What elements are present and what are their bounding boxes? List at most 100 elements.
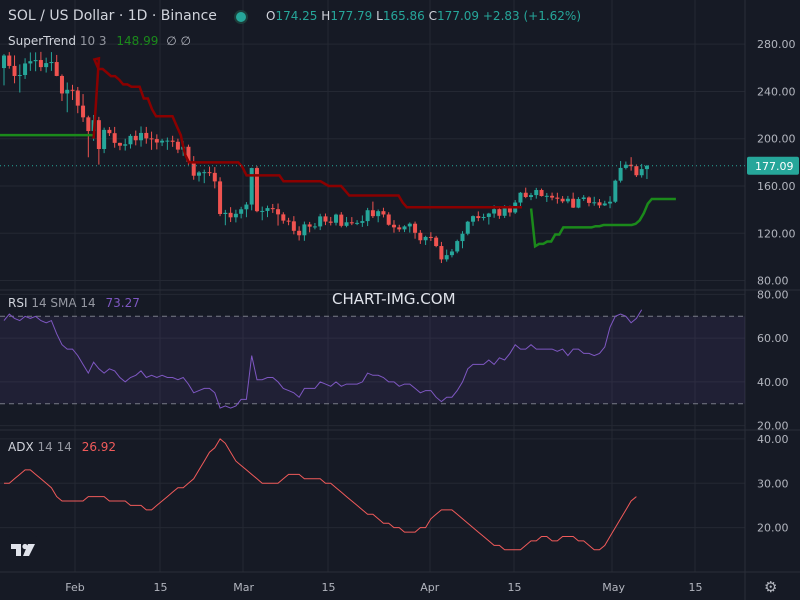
candle-body-49 xyxy=(260,210,265,212)
candle-body-94 xyxy=(497,209,502,216)
symbol-title: SOL / US Dollar · 1D · Binance xyxy=(8,8,217,24)
candle-body-47 xyxy=(249,168,254,205)
candle-body-40 xyxy=(212,172,217,182)
candle-body-6 xyxy=(33,60,38,62)
rsi-tick-label-3: 20.00 xyxy=(757,420,789,433)
candle-body-116 xyxy=(613,180,618,202)
adx-params: 14 14 xyxy=(37,440,72,454)
candle-body-83 xyxy=(439,246,444,260)
adx-tick-label-1: 30.00 xyxy=(757,477,789,490)
rsi-value: 73.27 xyxy=(105,296,140,310)
rsi-band xyxy=(0,316,745,404)
rsi-legend[interactable]: RSI 14 SMA 14 73.27 xyxy=(8,296,140,310)
candle-body-118 xyxy=(623,164,628,168)
candle-body-113 xyxy=(597,202,602,206)
candle-body-44 xyxy=(233,213,238,218)
candle-body-58 xyxy=(307,224,312,227)
candle-body-120 xyxy=(634,166,639,176)
candle-body-76 xyxy=(402,226,407,230)
candle-body-22 xyxy=(117,142,122,146)
candle-body-112 xyxy=(592,202,597,204)
candle-body-106 xyxy=(560,198,565,202)
candle-body-38 xyxy=(202,172,207,174)
candle-body-67 xyxy=(355,222,360,224)
candle-body-51 xyxy=(270,208,275,210)
candle-body-78 xyxy=(413,223,418,233)
change-value: +2.83 (+1.62%) xyxy=(482,9,582,23)
candle-body-26 xyxy=(139,132,144,141)
close-value: 177.09 xyxy=(437,9,480,23)
high-label: H xyxy=(321,9,331,23)
candle-body-41 xyxy=(218,181,223,215)
candle-body-39 xyxy=(207,172,212,174)
candle-body-35 xyxy=(186,146,191,162)
candle-body-92 xyxy=(486,213,491,217)
candle-body-119 xyxy=(629,164,634,167)
date-tick-label-5: 15 xyxy=(508,581,522,594)
candle-body-0 xyxy=(2,55,6,69)
date-tick-label-7: 15 xyxy=(689,581,703,594)
candle-body-111 xyxy=(586,197,591,203)
candle-body-61 xyxy=(323,216,328,222)
ohlc-legend: O174.25 H177.79 L165.86 C177.09 +2.83 (+… xyxy=(266,9,581,23)
candle-body-115 xyxy=(608,201,613,204)
candle-body-96 xyxy=(507,206,512,213)
rsi-params: 14 SMA 14 xyxy=(31,296,96,310)
candle-body-86 xyxy=(455,241,460,252)
candle-body-73 xyxy=(386,214,391,225)
rsi-label: RSI xyxy=(8,296,28,310)
supertrend-na-2: ∅ xyxy=(180,34,191,48)
candle-body-28 xyxy=(149,138,154,140)
candle-body-57 xyxy=(302,224,307,236)
supertrend-na-1: ∅ xyxy=(166,34,177,48)
date-tick-label-2: Mar xyxy=(233,581,254,594)
candle-body-63 xyxy=(334,214,339,223)
candle-body-16 xyxy=(86,117,91,132)
candle-body-18 xyxy=(96,120,101,150)
candle-body-72 xyxy=(381,211,386,215)
candle-body-109 xyxy=(576,199,581,208)
candle-body-48 xyxy=(254,168,259,212)
candle-body-43 xyxy=(228,212,233,218)
candle-body-29 xyxy=(154,139,159,143)
candle-body-108 xyxy=(571,198,576,208)
adx-legend[interactable]: ADX 14 14 26.92 xyxy=(8,440,116,454)
price-tick-label-5: 80.00 xyxy=(757,275,789,288)
adx-tick-label-0: 40.00 xyxy=(757,433,789,446)
date-tick-label-0: Feb xyxy=(65,581,84,594)
candle-body-110 xyxy=(581,197,586,199)
adx-tick-label-2: 20.00 xyxy=(757,522,789,535)
candle-body-54 xyxy=(286,220,291,222)
date-tick-label-4: Apr xyxy=(420,581,440,594)
candle-body-89 xyxy=(471,216,476,222)
low-value: 165.86 xyxy=(382,9,425,23)
candle-body-122 xyxy=(644,165,649,170)
candle-body-2 xyxy=(12,65,17,76)
candle-body-1 xyxy=(7,55,12,66)
candle-body-53 xyxy=(281,214,286,221)
candle-body-117 xyxy=(618,167,623,181)
candle-body-31 xyxy=(165,140,170,142)
price-tick-label-1: 240.00 xyxy=(757,85,796,98)
candle-body-37 xyxy=(196,172,201,176)
candle-body-74 xyxy=(391,224,396,228)
candle-body-27 xyxy=(144,132,149,139)
last-price-tag-bg xyxy=(747,156,799,175)
candle-body-66 xyxy=(349,222,354,224)
market-status-icon[interactable] xyxy=(234,10,248,24)
candle-body-46 xyxy=(244,204,249,210)
candle-body-79 xyxy=(418,232,423,241)
candle-body-121 xyxy=(639,169,644,176)
candle-body-59 xyxy=(312,226,317,228)
candle-body-9 xyxy=(49,62,54,64)
candle-body-52 xyxy=(276,209,281,215)
candle-body-71 xyxy=(376,211,381,217)
candle-body-33 xyxy=(175,141,180,150)
gear-icon[interactable]: ⚙ xyxy=(764,578,778,596)
tradingview-logo-icon[interactable] xyxy=(6,536,40,562)
candle-body-23 xyxy=(123,144,128,146)
price-tick-label-0: 280.00 xyxy=(757,38,796,51)
supertrend-legend[interactable]: SuperTrend 10 3 148.99 ∅ ∅ xyxy=(8,34,191,48)
